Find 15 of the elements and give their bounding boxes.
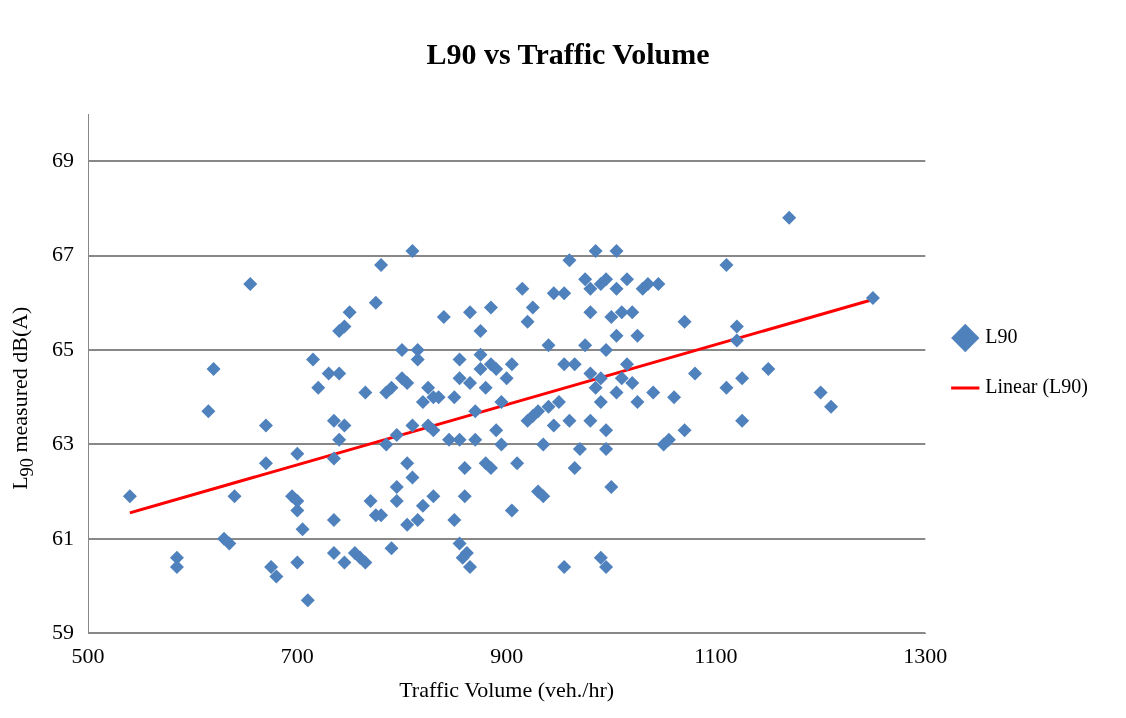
y-tick-label: 63	[52, 430, 74, 456]
x-tick-label: 700	[280, 643, 314, 669]
x-tick-label: 500	[71, 643, 105, 669]
legend-label: L90	[985, 325, 1018, 348]
y-tick-label: 69	[52, 146, 74, 172]
y-tick-label: 67	[52, 241, 74, 267]
x-tick-label: 1300	[903, 643, 948, 669]
chart-title: L90 vs Traffic Volume	[426, 36, 710, 70]
y-tick-label: 61	[52, 524, 74, 550]
x-axis-title: Traffic Volume (veh./hr)	[399, 676, 615, 702]
y-tick-label: 59	[52, 618, 74, 644]
y-tick-label: 65	[52, 335, 74, 361]
legend-label: Linear (L90)	[985, 375, 1089, 399]
x-tick-label: 900	[490, 643, 524, 669]
x-tick-label: 1100	[694, 643, 738, 669]
